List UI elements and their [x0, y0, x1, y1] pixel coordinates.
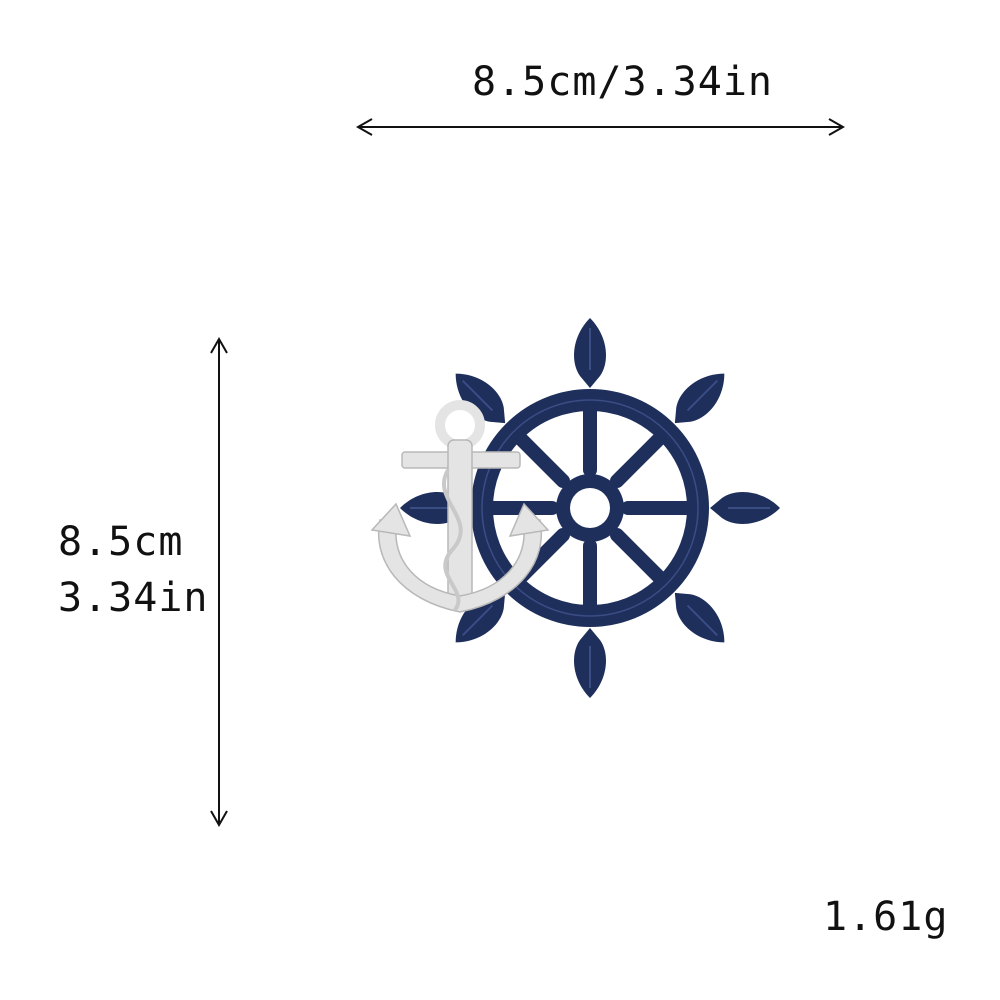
height-dimension-label-cm: 8.5cm	[58, 522, 183, 562]
ship-wheel-anchor-patch-icon	[372, 318, 780, 698]
height-dimension-label-in: 3.34in	[58, 578, 209, 618]
weight-label: 1.61g	[823, 897, 948, 937]
width-arrow	[358, 119, 843, 135]
width-dimension-label: 8.5cm/3.34in	[472, 62, 773, 102]
height-arrow	[211, 339, 227, 825]
